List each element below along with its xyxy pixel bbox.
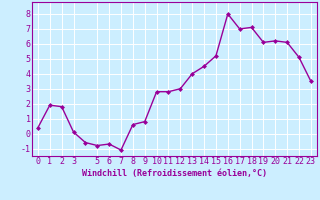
X-axis label: Windchill (Refroidissement éolien,°C): Windchill (Refroidissement éolien,°C) xyxy=(82,169,267,178)
